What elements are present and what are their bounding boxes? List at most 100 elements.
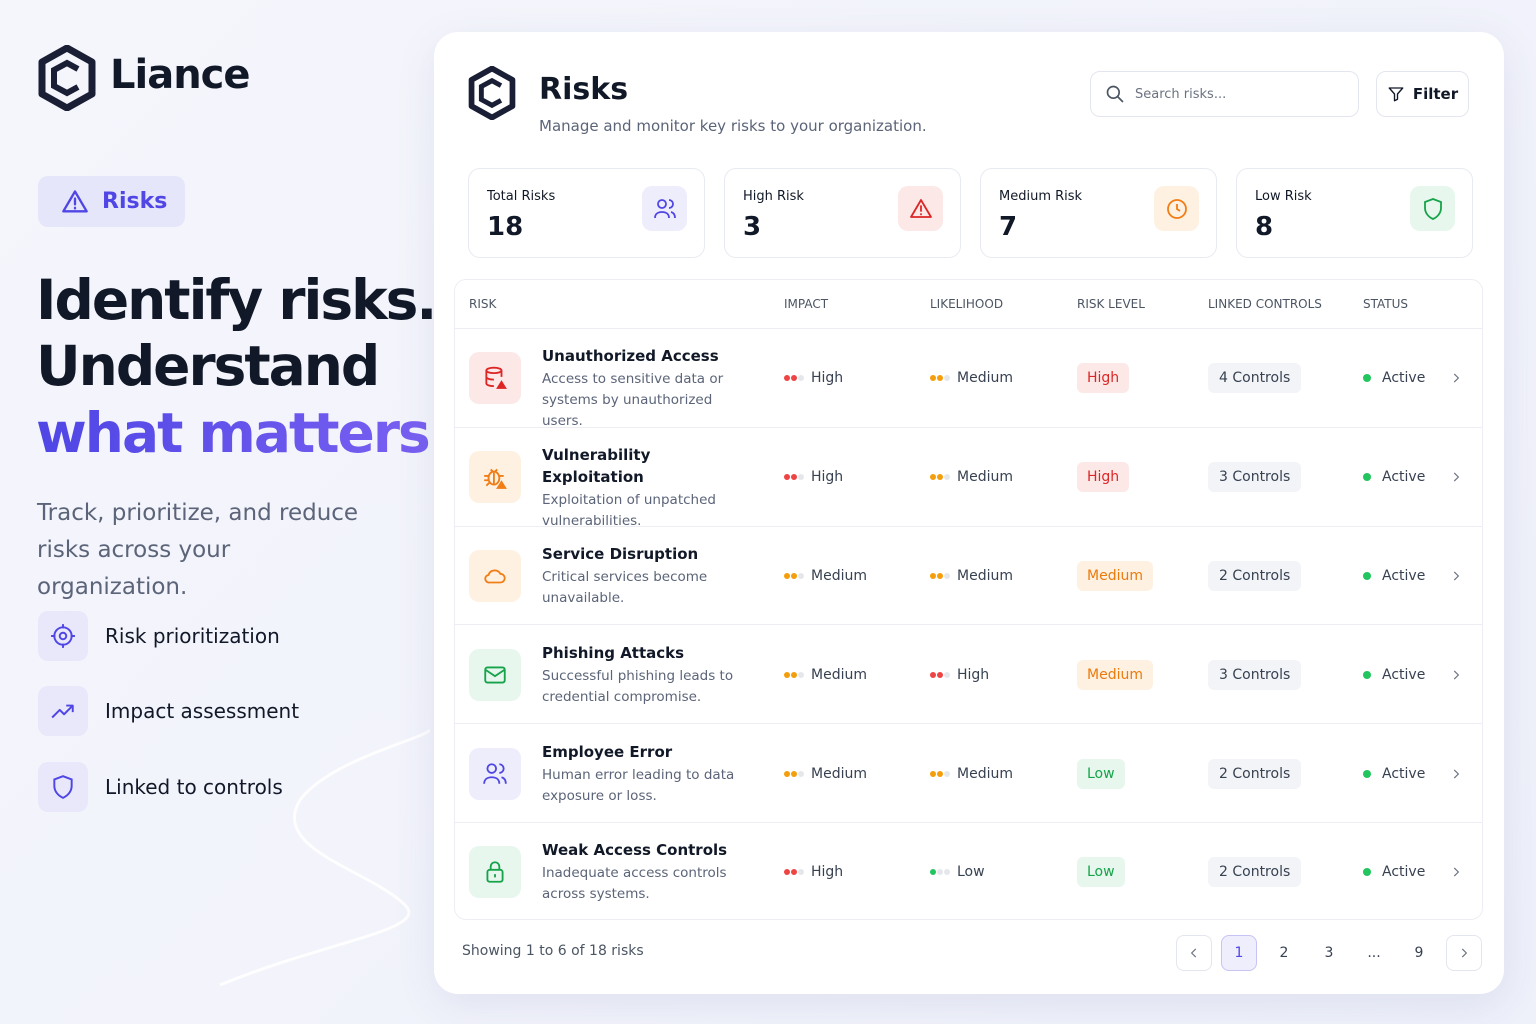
page-button[interactable]: 2 (1279, 945, 1289, 961)
dot (937, 770, 943, 777)
impact-cell: Medium (784, 665, 867, 685)
risk-title: Weak Access Controls (542, 841, 728, 860)
dot (798, 671, 804, 678)
risk-title: Service Disruption (542, 544, 699, 563)
stat-icon (1154, 186, 1199, 231)
status-cell: Active (1363, 566, 1425, 586)
dot (944, 474, 950, 481)
risk-title: Vulnerability Exploitation (542, 446, 651, 487)
impact-label: Medium (811, 666, 867, 683)
controls-pill[interactable]: 2 Controls (1208, 857, 1302, 888)
impact-cell: High (784, 862, 843, 882)
severity-dots (784, 869, 805, 876)
stat-icon (642, 186, 687, 231)
dot (798, 474, 804, 481)
dot (930, 474, 936, 481)
pagination-summary: Showing 1 to 6 of 18 risks (462, 943, 644, 959)
impact-cell: High (784, 467, 843, 487)
risk-table: RISK IMPACT LIKELIHOOD RISK LEVEL LINKED CON… (454, 279, 1483, 920)
risk-level-pill: High (1077, 363, 1130, 394)
controls-pill[interactable]: 2 Controls (1208, 560, 1302, 591)
dot (930, 770, 936, 777)
severity-dots (930, 869, 951, 876)
impact-label: Medium (811, 765, 867, 782)
risk-row[interactable]: Service Disruption Critical services beco… (455, 525, 1482, 625)
risk-text: Service Disruption Critical services beco… (542, 543, 757, 609)
filter-button[interactable]: Filter (1376, 71, 1469, 117)
dot (784, 869, 790, 876)
row-chevron (1449, 864, 1463, 884)
likelihood-cell: Low (930, 862, 985, 882)
risk-row[interactable]: Unauthorized Access Access to sensitive d… (455, 328, 1482, 429)
card-logo (468, 66, 516, 120)
impact-label: Medium (811, 567, 867, 584)
headline-highlight: what matters. (36, 401, 450, 465)
next-page[interactable] (1446, 935, 1482, 971)
column-header: LIKELIHOOD (930, 297, 1004, 311)
likelihood-label: Medium (957, 370, 1013, 387)
shield-icon (53, 775, 73, 799)
dot (937, 474, 943, 481)
stat-label: Low Risk (1255, 189, 1312, 204)
severity-dots (930, 474, 951, 481)
dot (791, 770, 797, 777)
search-icon (1106, 85, 1124, 103)
row-chevron (1449, 469, 1463, 489)
risk-description: Critical services become unavailable. (542, 568, 708, 606)
risk-text: Vulnerability Exploitation Exploitation o… (542, 444, 757, 532)
impact-cell: Medium (784, 566, 867, 586)
target-icon (51, 624, 75, 648)
stat-card: High Risk 3 (724, 168, 961, 258)
controls-pill[interactable]: 3 Controls (1208, 462, 1302, 493)
status-cell: Active (1363, 368, 1425, 388)
risk-title: Phishing Attacks (542, 643, 685, 662)
prev-page[interactable] (1176, 935, 1212, 971)
controls-pill[interactable]: 2 Controls (1208, 758, 1302, 789)
risk-text: Phishing Attacks Successful phishing lead… (542, 642, 757, 708)
search-box[interactable]: Search risks... (1090, 71, 1359, 117)
status-dot (1363, 769, 1371, 778)
page-button[interactable]: ... (1367, 945, 1381, 961)
page-button[interactable]: 9 (1414, 945, 1424, 961)
hero-subtitle: Track, prioritize, and reduce risks acro… (37, 500, 359, 600)
page-button[interactable]: 3 (1324, 945, 1334, 961)
risk-row[interactable]: Employee Error Human error leading to dat… (455, 723, 1482, 822)
risk-row[interactable]: Phishing Attacks Successful phishing lead… (455, 624, 1482, 723)
row-chevron (1449, 370, 1463, 390)
column-header: LINKED CONTROLS (1208, 297, 1322, 311)
risk-level-pill: Medium (1077, 659, 1153, 690)
status-label: Active (1382, 469, 1426, 486)
dot (784, 671, 790, 678)
stat-value: 18 (487, 212, 524, 242)
likelihood-label: Medium (957, 765, 1013, 782)
controls-pill[interactable]: 4 Controls (1208, 363, 1302, 394)
controls-pill[interactable]: 3 Controls (1208, 659, 1302, 690)
feature: Impact assessment (38, 686, 299, 736)
dot (930, 572, 936, 579)
page-button[interactable]: 1 (1221, 935, 1257, 971)
risk-row[interactable]: Vulnerability Exploitation Exploitation o… (455, 426, 1482, 529)
status-dot (1363, 670, 1371, 679)
status-dot (1363, 571, 1371, 580)
row-chevron (1449, 766, 1463, 786)
stat-card: Low Risk 8 (1236, 168, 1473, 258)
stat-icon (1410, 186, 1455, 231)
status-label: Active (1382, 567, 1426, 584)
stat-card: Total Risks 18 (468, 168, 705, 258)
badge-text: Risks (102, 189, 168, 214)
dot (791, 375, 797, 382)
dot (798, 375, 804, 382)
status-label: Active (1382, 666, 1426, 683)
likelihood-cell: Medium (930, 764, 1013, 784)
dot (798, 572, 804, 579)
status-cell: Active (1363, 665, 1425, 685)
dot (791, 572, 797, 579)
dot (944, 572, 950, 579)
risk-row[interactable]: Weak Access Controls Inadequate access co… (455, 822, 1482, 919)
dot (930, 671, 936, 678)
filter-icon (1388, 87, 1404, 102)
column-header: RISK (469, 297, 497, 311)
risk-description: Successful phishing leads to credential … (542, 667, 734, 705)
warning-icon (62, 189, 88, 212)
